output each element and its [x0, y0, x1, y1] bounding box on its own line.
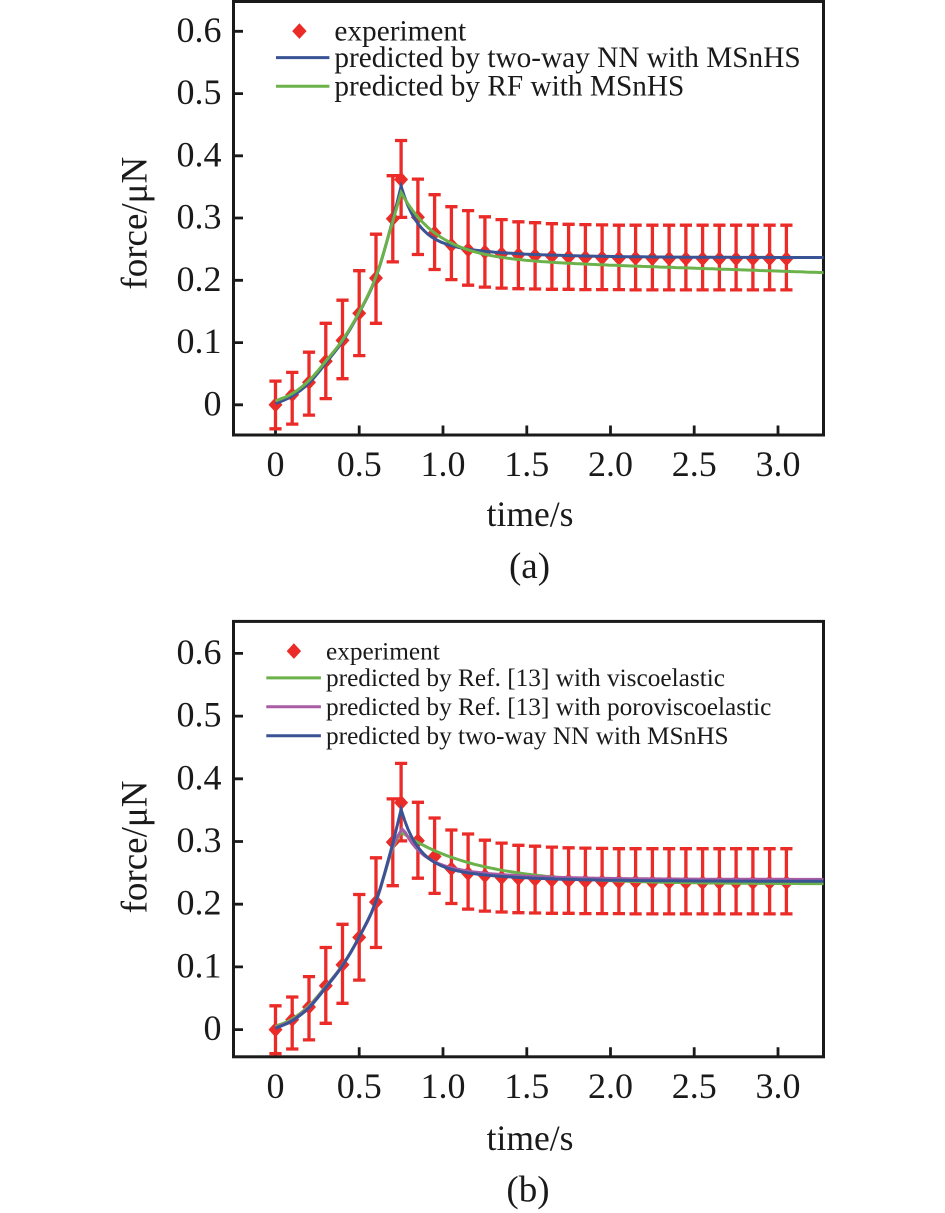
svg-text:1.5: 1.5	[504, 1066, 549, 1106]
svg-text:0.1: 0.1	[177, 945, 222, 985]
svg-text:0.6: 0.6	[177, 10, 222, 50]
svg-text:1.0: 1.0	[421, 444, 466, 484]
svg-text:predicted by Ref. [13] with vi: predicted by Ref. [13] with viscoelastic	[326, 664, 725, 692]
svg-text:2.0: 2.0	[588, 1066, 633, 1106]
svg-text:predicted by two-way NN with M: predicted by two-way NN with MSnHS	[326, 722, 729, 750]
svg-text:force/μN: force/μN	[114, 781, 155, 914]
svg-text:3.0: 3.0	[756, 1066, 801, 1106]
svg-text:time/s: time/s	[487, 494, 574, 534]
svg-text:predicted by Ref. [13] with po: predicted by Ref. [13] with poroviscoela…	[326, 693, 771, 721]
svg-text:2.0: 2.0	[588, 444, 633, 484]
svg-text:0: 0	[204, 383, 222, 423]
svg-text:predicted by RF with MSnHS: predicted by RF with MSnHS	[334, 71, 684, 103]
svg-text:1.5: 1.5	[504, 444, 549, 484]
svg-text:0.3: 0.3	[177, 197, 222, 237]
svg-text:0: 0	[267, 444, 285, 484]
svg-text:0.4: 0.4	[177, 757, 222, 797]
svg-text:0.1: 0.1	[177, 321, 222, 361]
svg-text:0.5: 0.5	[177, 695, 222, 735]
svg-text:3.0: 3.0	[756, 444, 801, 484]
svg-text:2.5: 2.5	[672, 1066, 717, 1106]
svg-text:1.0: 1.0	[421, 1066, 466, 1106]
svg-text:time/s: time/s	[487, 1118, 574, 1158]
svg-text:0.4: 0.4	[177, 134, 222, 174]
svg-text:0.5: 0.5	[177, 72, 222, 112]
svg-text:0.5: 0.5	[337, 1066, 382, 1106]
svg-text:2.5: 2.5	[672, 444, 717, 484]
svg-text:0: 0	[204, 1008, 222, 1048]
svg-text:force/μN: force/μN	[114, 157, 155, 290]
svg-text:0.2: 0.2	[177, 259, 222, 299]
svg-text:predicted by two-way NN with M: predicted by two-way NN with MSnHS	[334, 42, 800, 74]
svg-text:experiment: experiment	[334, 16, 466, 48]
svg-text:0.2: 0.2	[177, 883, 222, 923]
svg-text:0.5: 0.5	[337, 444, 382, 484]
svg-text:0: 0	[267, 1066, 285, 1106]
svg-text:(b): (b)	[506, 1170, 549, 1211]
svg-text:0.6: 0.6	[177, 632, 222, 672]
svg-text:experiment: experiment	[326, 637, 440, 665]
svg-text:0.3: 0.3	[177, 820, 222, 860]
svg-text:(a): (a)	[509, 546, 550, 587]
